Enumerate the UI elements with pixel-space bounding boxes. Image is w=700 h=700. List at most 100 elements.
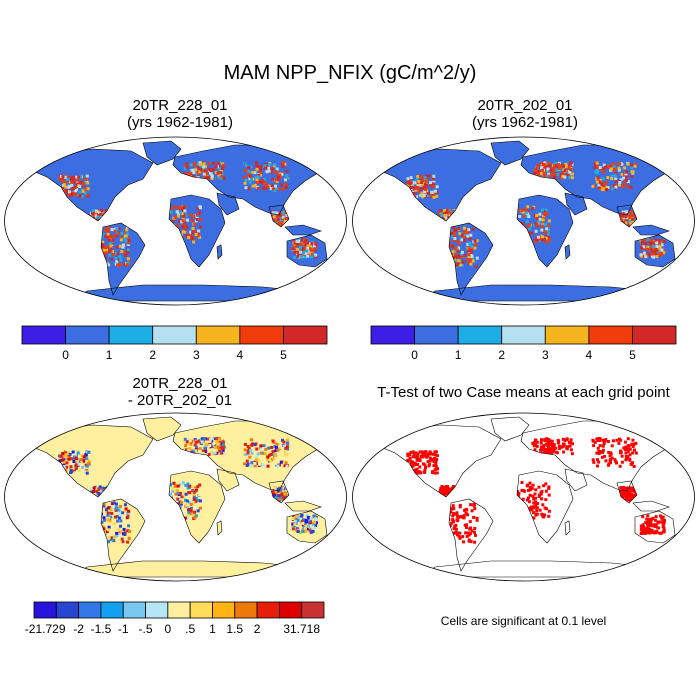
map-panel-2: [352, 136, 695, 306]
colorbar-diff-tick-label: -.5: [139, 622, 153, 636]
colorbar-swatch: [108, 325, 154, 345]
colorbar-swatch: [370, 325, 415, 345]
colorbar-diff-swatch: [55, 601, 80, 619]
coastline-australia: [286, 510, 328, 544]
coastline-arabia: [216, 192, 240, 216]
map-border: [352, 136, 695, 306]
panel-1-title-line2: (yrs 1962-1981): [127, 114, 233, 131]
colorbar-diff-swatch: [212, 601, 236, 619]
colorbar-diff-tick-label: -21.729: [25, 622, 66, 636]
colorbar-panel-1: 0 1 2 3 4 5: [21, 325, 328, 362]
figure-title: MAM NPP_NFIX (gC/m^2/y): [223, 62, 477, 84]
colorbar-swatch: [501, 325, 546, 345]
map-border: [4, 412, 347, 582]
panel-1-title: 20TR_228_01 (yrs 1962-1981): [50, 97, 310, 131]
coastline-africa: [516, 470, 574, 544]
colorbar-diff-swatch: [100, 601, 124, 619]
panel-2-title-line2: (yrs 1962-1981): [472, 114, 578, 131]
colorbar-swatch: [544, 325, 590, 345]
panel-2-title-line1: 20TR_202_01: [477, 97, 573, 114]
coastline-northAmerica: [378, 424, 502, 498]
colorbar-diff-swatch: [33, 601, 57, 619]
colorbar-tick-label: 1: [106, 348, 113, 362]
coastline-southAmerica: [448, 498, 494, 572]
colorbar-swatch: [21, 325, 66, 345]
colorbar-swatch: [239, 325, 284, 345]
colorbar-swatch: [632, 325, 677, 345]
colorbar-diff-swatch: [122, 601, 146, 619]
colorbar-tick-label: 4: [237, 348, 244, 362]
coastline-indonesia: [284, 500, 322, 512]
colorbar-difference: -21.729 -2 -1.5 -1 -.5 0 .5 1 1.5 2 31.718: [25, 601, 325, 636]
colorbar-tick-label: 3: [542, 348, 549, 362]
coastline-greenland: [142, 140, 182, 166]
colorbar-diff-tick-label: -1: [118, 622, 129, 636]
coastline-africa: [168, 194, 226, 268]
coastline-southAmerica: [100, 222, 146, 296]
coastline-arabia: [564, 192, 588, 216]
colorbar-tick-label: 5: [629, 348, 636, 362]
panel-3-title-line1: 20TR_228_01: [132, 375, 228, 392]
colorbar-swatch: [152, 325, 197, 345]
colorbar-swatch: [414, 325, 459, 345]
colorbar-tick-label: 0: [411, 348, 418, 362]
map-border: [352, 412, 695, 582]
coastline-madagascar: [216, 520, 223, 536]
coastline-indonesia: [632, 224, 670, 236]
colorbar-diff-tick-label: -2: [73, 622, 84, 636]
coastline-madagascar: [564, 520, 571, 536]
coastline-arabia: [216, 468, 240, 492]
colorbar-tick-label: 2: [149, 348, 156, 362]
significance-note: Cells are significant at 0.1 level: [440, 614, 607, 628]
colorbar-swatch: [588, 325, 633, 345]
coastline-madagascar: [564, 244, 571, 260]
colorbar-diff-swatch: [234, 601, 258, 619]
coastline-greenland: [490, 140, 530, 166]
colorbar-diff-swatch: [278, 601, 303, 619]
colorbar-diff-swatch: [256, 601, 280, 619]
coastline-australia: [634, 510, 676, 544]
coastline-indochina: [268, 480, 290, 504]
coastline-indonesia: [284, 224, 322, 236]
panel-4-title: T-Test of two Case means at each grid po…: [351, 384, 696, 401]
colorbar-diff-tick-label: -1.5: [91, 622, 112, 636]
colorbar-swatch: [195, 325, 241, 345]
colorbar-tick-label: 3: [193, 348, 200, 362]
colorbar-tick-label: 5: [280, 348, 287, 362]
coastline-australia: [286, 234, 328, 268]
coastline-indochina: [268, 204, 290, 228]
panel-4-title-line1: T-Test of two Case means at each grid po…: [377, 384, 670, 401]
colorbar-swatch: [457, 325, 503, 345]
map-panel-1: [4, 136, 347, 306]
colorbar-panel-2: 0 1 2 3 4 5: [370, 325, 677, 362]
colorbar-diff-swatch: [167, 601, 191, 619]
colorbar-tick-label: 0: [62, 348, 69, 362]
colorbar-diff-tick-label: 1: [209, 622, 216, 636]
colorbar-diff-swatch: [78, 601, 102, 619]
coastline-indonesia: [632, 500, 670, 512]
coastline-greenland: [142, 416, 182, 442]
panel-2-title: 20TR_202_01 (yrs 1962-1981): [395, 97, 655, 131]
coastline-southAmerica: [448, 222, 494, 296]
coastline-madagascar: [216, 244, 223, 260]
coastline-greenland: [490, 416, 530, 442]
colorbar-diff-swatch: [301, 601, 325, 619]
coastline-africa: [516, 194, 574, 268]
coastline-southAmerica: [100, 498, 146, 572]
coastline-africa: [168, 470, 226, 544]
coastline-australia: [634, 234, 676, 268]
panel-3-title: 20TR_228_01 - 20TR_202_01: [50, 375, 310, 409]
map-border: [4, 136, 347, 306]
colorbar-diff-tick-label: 2: [254, 622, 261, 636]
colorbar-swatch: [65, 325, 110, 345]
map-panel-3: [4, 412, 347, 582]
coastline-northAmerica: [30, 424, 154, 498]
colorbar-diff-tick-label: 0: [165, 622, 172, 636]
colorbar-diff-swatch: [145, 601, 169, 619]
colorbar-diff-tick-label: 31.718: [283, 622, 320, 636]
coastline-northAmerica: [30, 148, 154, 222]
colorbar-swatch: [283, 325, 328, 345]
coastline-northAmerica: [378, 148, 502, 222]
map-panel-4: [352, 412, 695, 582]
coastline-indochina: [616, 204, 638, 228]
